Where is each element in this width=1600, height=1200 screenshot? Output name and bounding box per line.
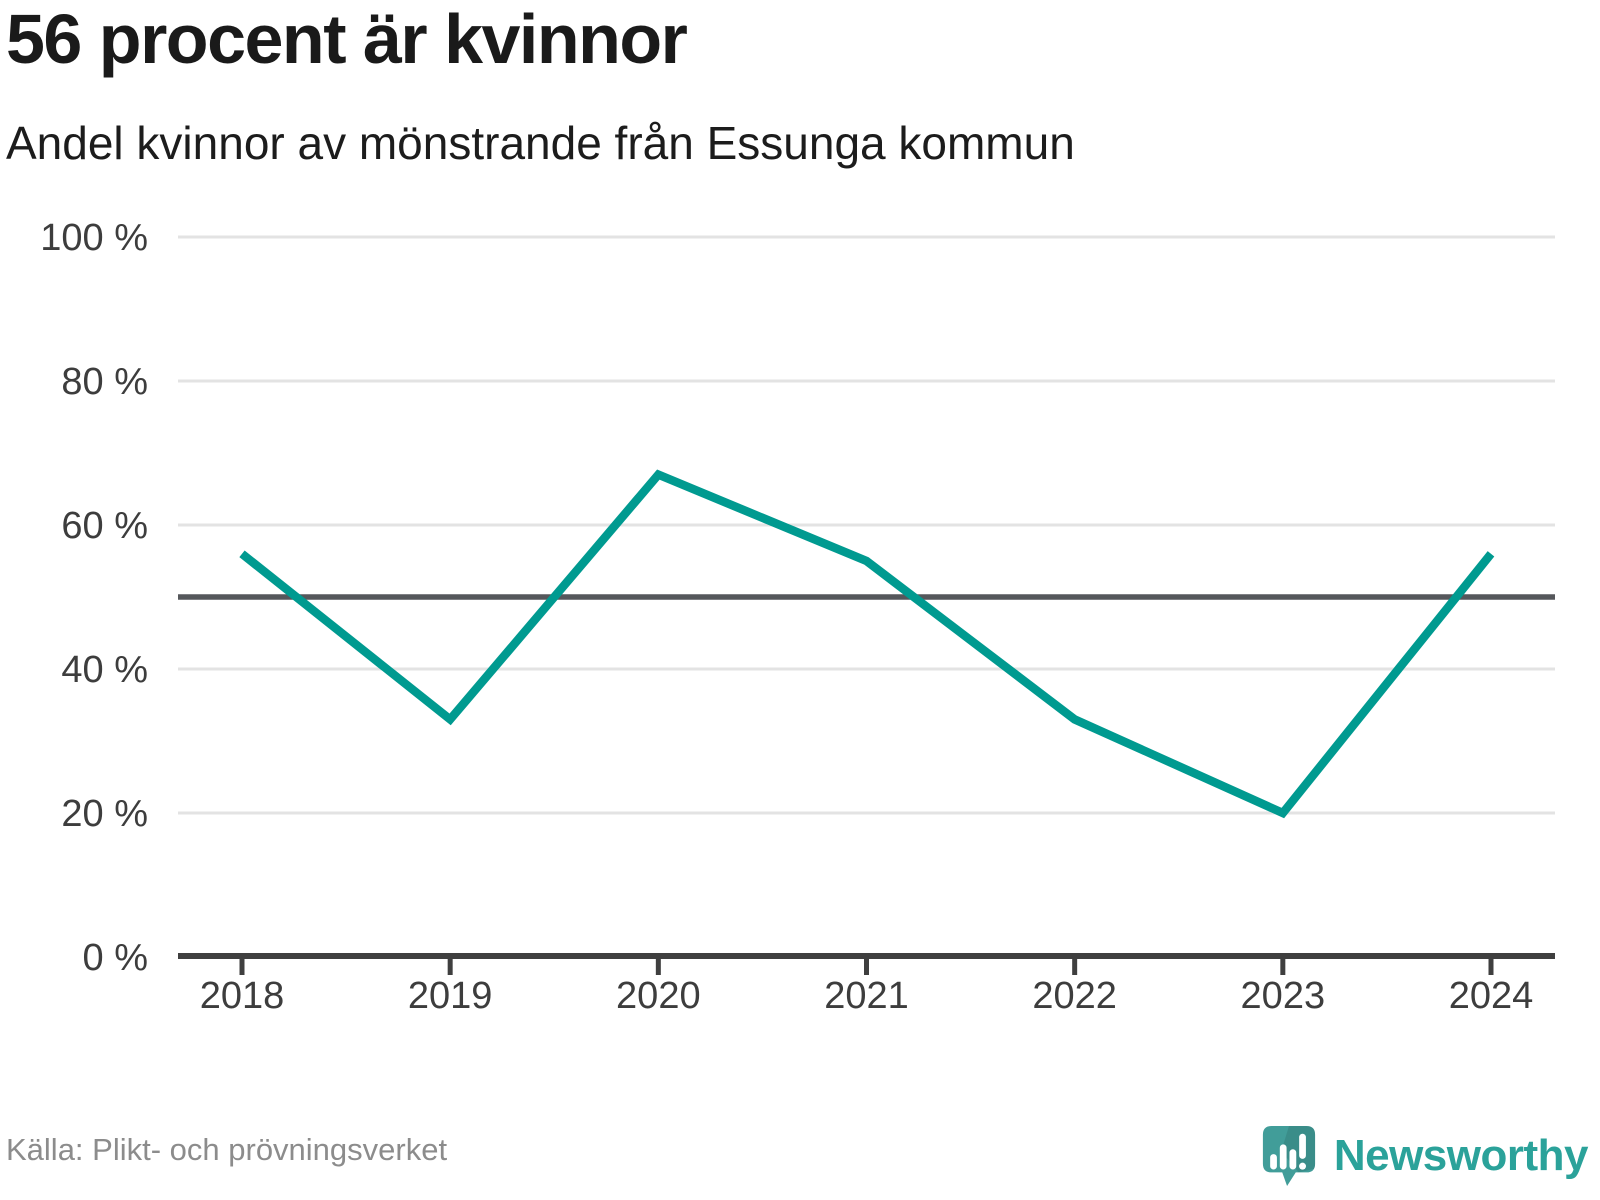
x-axis-labels: 2018 2019 2020 2021 2022 2023 2024 <box>200 975 1534 1017</box>
y-tick-label: 80 % <box>61 361 148 403</box>
x-tick-label: 2022 <box>1032 975 1117 1017</box>
gridlines <box>178 235 1555 815</box>
x-tick-label: 2020 <box>616 975 701 1017</box>
y-tick-label: 20 % <box>61 793 148 835</box>
y-tick-label: 60 % <box>61 505 148 547</box>
series-line <box>239 469 1495 819</box>
newsworthy-logo-icon <box>1262 1126 1315 1186</box>
chart-subtitle: Andel kvinnor av mönstrande från Essunga… <box>6 117 1075 169</box>
y-tick-label: 0 % <box>83 937 148 979</box>
y-tick-label: 100 % <box>40 217 148 259</box>
x-tick-label: 2021 <box>824 975 909 1017</box>
x-tick-label: 2019 <box>408 975 493 1017</box>
newsworthy-logo-text: Newsworthy <box>1333 1131 1589 1180</box>
x-tick-label: 2018 <box>200 975 285 1017</box>
logo-bar-chart-icon <box>1269 1133 1306 1170</box>
newsworthy-logo: Newsworthy <box>1260 1124 1589 1188</box>
x-tick-label: 2024 <box>1449 975 1534 1017</box>
y-axis-labels: 0 % 20 % 40 % 60 % 80 % 100 % <box>40 217 148 979</box>
x-tick-label: 2023 <box>1241 975 1326 1017</box>
x-axis-ticks <box>239 959 1494 975</box>
y-tick-label: 40 % <box>61 649 148 691</box>
source-text: Källa: Plikt- och prövningsverket <box>6 1132 448 1167</box>
chart-title: 56 procent är kvinnor <box>6 0 688 78</box>
